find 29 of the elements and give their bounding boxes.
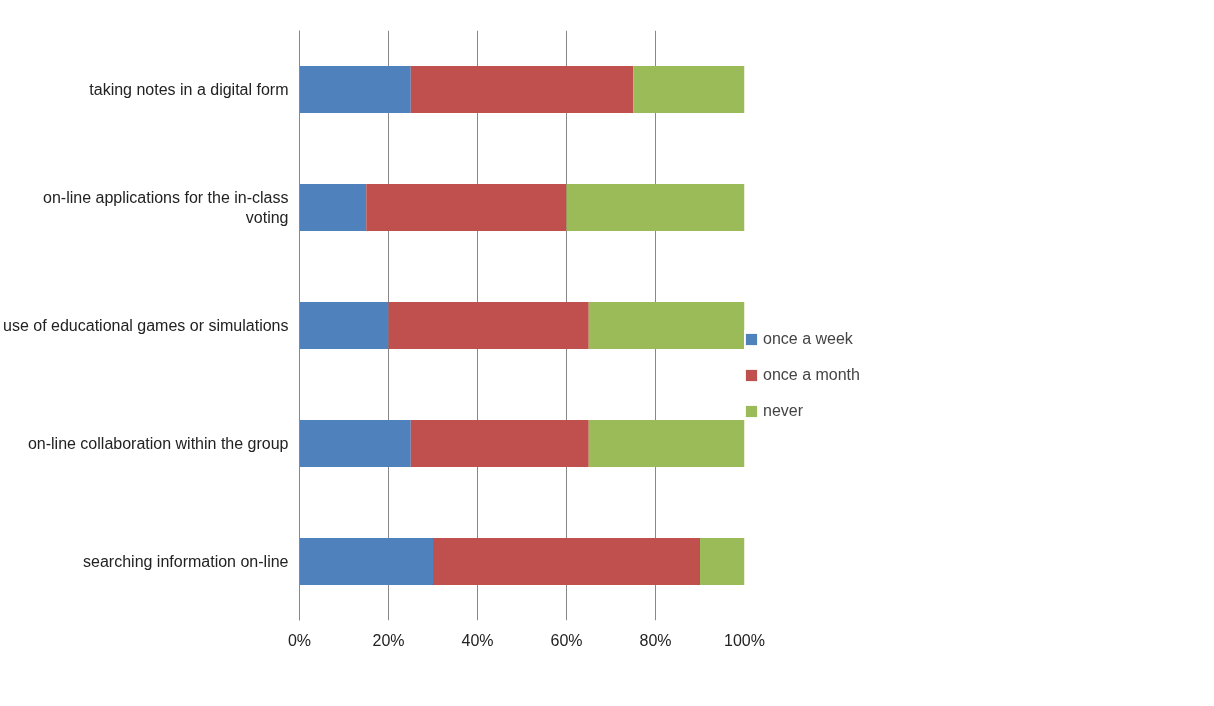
bar (633, 65, 745, 114)
x-tick-label: 80% (639, 631, 672, 649)
bar (588, 419, 745, 468)
bar (700, 537, 745, 586)
bar (366, 183, 567, 232)
bar (299, 419, 411, 468)
legend-label: never (763, 402, 804, 420)
bar (566, 183, 745, 232)
bar (299, 65, 411, 114)
x-tick-label: 20% (372, 631, 405, 649)
y-tick-label: on-line applications for the in-class voting (43, 188, 289, 227)
y-tick-label: searching information on-line (83, 553, 289, 570)
x-tick-label: 0% (287, 631, 312, 649)
legend-label: once a week (763, 330, 853, 348)
bar (588, 301, 745, 350)
bar (388, 301, 589, 350)
bar (299, 183, 367, 232)
legend-label: once a month (763, 366, 860, 384)
y-tick-label: taking notes in a digital form (89, 81, 289, 98)
x-tick-label: 100% (724, 631, 765, 649)
bar (410, 65, 634, 114)
bar (410, 419, 589, 468)
bar (299, 537, 433, 586)
x-tick-label: 60% (550, 631, 583, 649)
bar (433, 537, 700, 586)
y-tick-label: on-line collaboration within the group (27, 435, 289, 452)
bar (299, 301, 389, 350)
x-tick-label: 40% (461, 631, 494, 649)
y-tick-label: use of educational games or simulations (3, 317, 289, 334)
